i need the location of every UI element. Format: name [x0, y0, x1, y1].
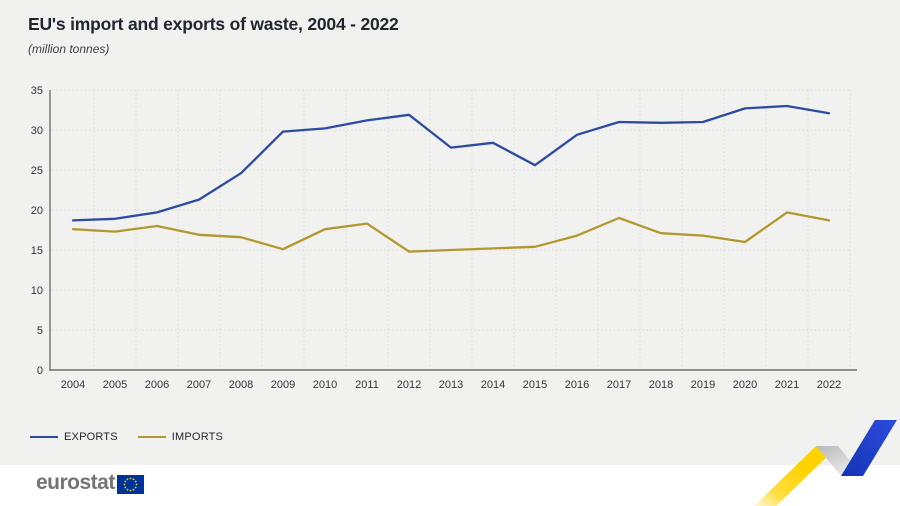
eu-flag-star: [129, 477, 132, 480]
y-axis-tick-label: 15: [31, 245, 43, 257]
x-axis-year-label: 2018: [649, 379, 673, 391]
trend-arrow-graphic: [754, 420, 897, 506]
eu-flag-star: [126, 488, 129, 491]
y-axis-tick-label: 35: [31, 85, 43, 97]
x-axis-year-label: 2007: [187, 379, 211, 391]
series-line-exports: [71, 104, 831, 222]
x-axis-year-label: 2004: [61, 379, 85, 391]
exports-line-swatch: [30, 435, 58, 439]
page-title: EU's import and exports of waste, 2004 -…: [28, 14, 399, 34]
imports-line-swatch: [137, 435, 166, 439]
eu-flag-stars: [123, 477, 138, 492]
eurostat-logo: eurostat: [36, 471, 144, 495]
footer-bar: eurostat: [0, 465, 900, 506]
y-axis-tick-label: 20: [31, 205, 43, 217]
trend-arrow-blue-segment: [841, 420, 897, 476]
eu-flag-star: [135, 483, 138, 486]
x-axis-year-label: 2017: [607, 379, 631, 391]
eu-flag-star: [132, 488, 135, 491]
eu-flag-star: [126, 478, 129, 481]
eu-flag-star: [132, 478, 135, 481]
x-axis-year-label: 2015: [523, 379, 547, 391]
x-axis-year-label: 2008: [229, 379, 253, 391]
x-axis-year-label: 2011: [355, 379, 379, 391]
x-axis-year-label: 2019: [691, 379, 715, 391]
legend-label-imports: IMPORTS: [171, 431, 224, 443]
eu-flag-star: [134, 480, 137, 483]
x-axis-year-label: 2010: [313, 379, 337, 391]
eu-flag-icon: [116, 475, 144, 494]
eu-flag-star: [124, 486, 127, 489]
y-axis-tick-label: 0: [37, 365, 43, 377]
chart-svg: 0 5 10 15 20 25 30 35 2004 2005 2006 2007 2008 2009 20…: [31, 85, 857, 391]
x-axis-year-label: 2012: [397, 379, 421, 391]
y-axis-tick-label: 25: [31, 165, 43, 177]
x-axis-year-label: 2021: [775, 379, 799, 391]
x-axis-year-label: 2014: [481, 379, 505, 391]
x-axis-year-label: 2009: [271, 379, 295, 391]
trend-arrow-yellow-segment: [754, 446, 838, 506]
x-axis-year-label: 2022: [817, 379, 841, 391]
y-axis-tick-label: 30: [31, 125, 43, 137]
chart-header: EU's import and exports of waste, 2004 -…: [28, 14, 399, 56]
legend-item-exports: EXPORTS: [30, 431, 118, 443]
y-axis-tick-label: 10: [31, 285, 43, 297]
legend-label-exports: EXPORTS: [64, 431, 118, 443]
eu-flag-star: [134, 486, 137, 489]
x-axis-year-label: 2020: [733, 379, 757, 391]
eu-flag-star: [123, 483, 126, 486]
eu-flag-star: [129, 489, 132, 492]
x-axis-year-label: 2006: [145, 379, 169, 391]
x-axis-year-label: 2016: [565, 379, 589, 391]
x-axis-year-label: 2005: [103, 379, 127, 391]
eurostat-logo-text: eurostat: [36, 471, 115, 494]
legend-item-imports: IMPORTS: [137, 431, 224, 443]
chart-subtitle: (million tonnes): [28, 42, 110, 56]
y-axis-tick-label: 5: [37, 325, 43, 337]
series-line-imports: [71, 211, 831, 253]
eu-flag-star: [124, 480, 127, 483]
chart-area: 0 5 10 15 20 25 30 35 2004 2005 2006 2007 2008 2009 20…: [0, 70, 900, 400]
chart-legend: EXPORTS IMPORTS: [30, 431, 223, 443]
x-axis-year-label: 2013: [439, 379, 463, 391]
